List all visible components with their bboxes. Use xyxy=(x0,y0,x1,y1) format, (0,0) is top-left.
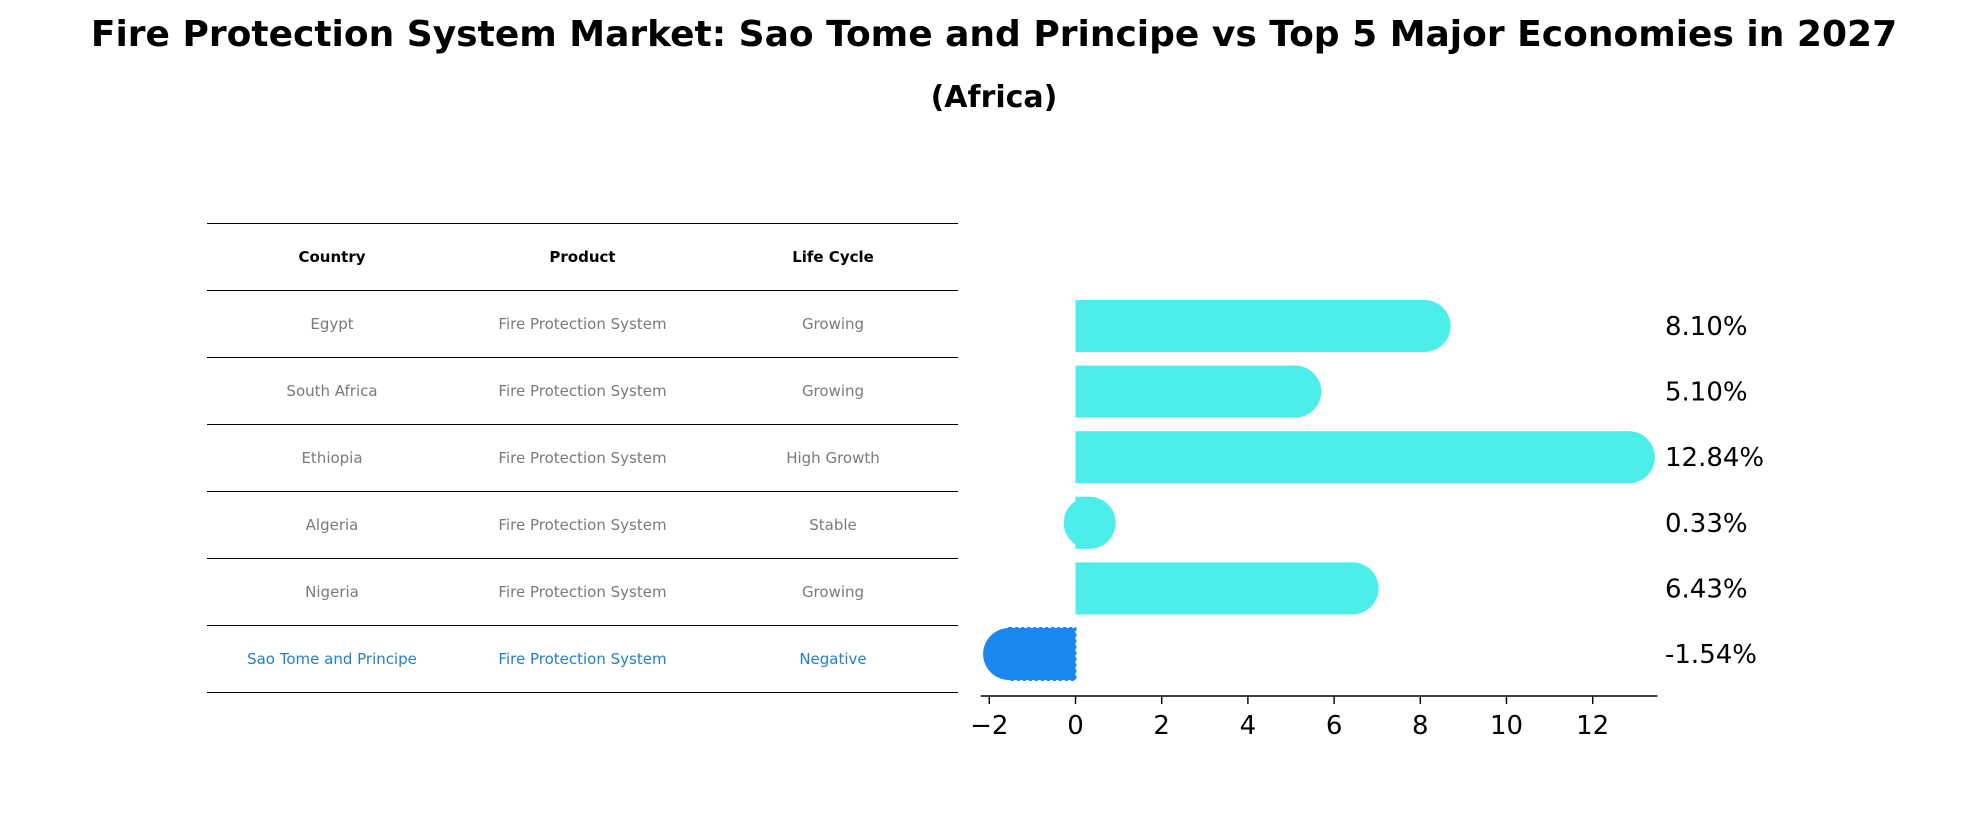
country-cell: Egypt xyxy=(207,290,457,358)
chart-subtitle: (Africa) xyxy=(930,80,1058,115)
product-cell: Fire Protection System xyxy=(457,625,708,693)
product-cell: Fire Protection System xyxy=(457,290,708,358)
life-cycle-cell: Growing xyxy=(708,558,958,626)
life-cycle-cell: Growing xyxy=(708,290,958,358)
bar-outline xyxy=(1008,627,1077,681)
table-row: Algeria Fire Protection System Stable xyxy=(207,491,958,559)
column-header-product: Product xyxy=(457,223,708,291)
table-row: Egypt Fire Protection System Growing xyxy=(207,290,958,358)
country-cell: Algeria xyxy=(207,491,457,559)
bar-cap xyxy=(1398,300,1451,352)
column-header-country: Country xyxy=(207,223,457,291)
bar xyxy=(1075,365,1296,418)
life-cycle-cell: Stable xyxy=(708,491,958,559)
x-tick-label: 8 xyxy=(1412,711,1429,741)
life-cycle-cell: High Growth xyxy=(708,424,958,492)
country-cell: South Africa xyxy=(207,357,457,425)
country-cell: Sao Tome and Principe xyxy=(207,625,457,693)
table-row-highlighted: Sao Tome and Principe Fire Protection Sy… xyxy=(207,625,958,693)
bar-cap xyxy=(1269,365,1322,418)
x-tick-label: 10 xyxy=(1490,711,1523,741)
x-tick-label: −2 xyxy=(970,711,1008,741)
bar-cap xyxy=(1326,562,1379,615)
x-tick-label: 4 xyxy=(1240,711,1257,741)
value-label: 0.33% xyxy=(1665,509,1748,539)
bar xyxy=(1075,431,1629,484)
value-label: 6.43% xyxy=(1665,574,1748,604)
value-label: 5.10% xyxy=(1665,378,1748,408)
x-tick-label: 0 xyxy=(1067,711,1084,741)
table-header-row: Country Product Life Cycle xyxy=(207,223,958,291)
value-label: -1.54% xyxy=(1665,640,1757,670)
life-cycle-cell: Growing xyxy=(708,357,958,425)
product-cell: Fire Protection System xyxy=(457,491,708,559)
country-cell: Ethiopia xyxy=(207,424,457,492)
table-row: South Africa Fire Protection System Grow… xyxy=(207,357,958,425)
life-cycle-cell: Negative xyxy=(708,625,958,693)
country-cell: Nigeria xyxy=(207,558,457,626)
x-tick-label: 12 xyxy=(1576,711,1609,741)
table-row: Nigeria Fire Protection System Growing xyxy=(207,558,958,626)
market-table: Country Product Life Cycle Egypt Fire Pr… xyxy=(207,223,958,693)
chart-title: Fire Protection System Market: Sao Tome … xyxy=(90,14,1898,55)
value-label: 12.84% xyxy=(1665,443,1764,473)
column-header-life-cycle: Life Cycle xyxy=(708,223,958,291)
product-cell: Fire Protection System xyxy=(457,357,708,425)
table-row: Ethiopia Fire Protection System High Gro… xyxy=(207,424,958,492)
x-tick-label: 6 xyxy=(1326,711,1343,741)
bar xyxy=(1075,562,1353,615)
x-tick-label: 2 xyxy=(1153,711,1170,741)
bar xyxy=(1075,300,1425,352)
bar-cap xyxy=(1063,496,1116,549)
bar-cap xyxy=(1602,431,1655,484)
product-cell: Fire Protection System xyxy=(457,424,708,492)
value-label: 8.10% xyxy=(1665,312,1748,342)
